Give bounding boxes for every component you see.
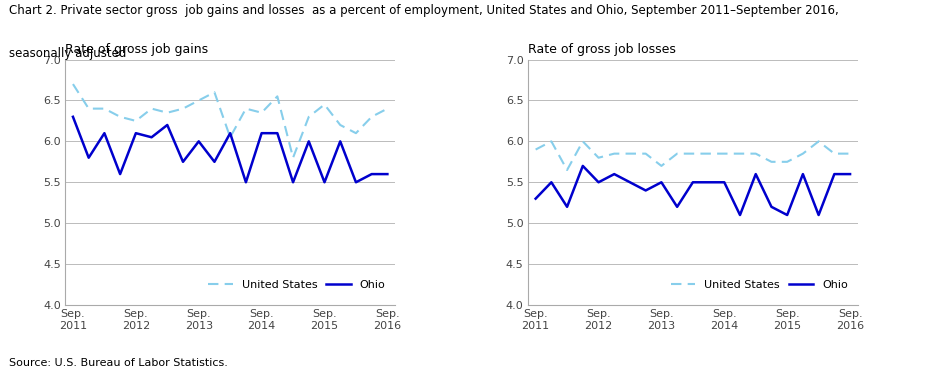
Legend: United States, Ohio: United States, Ohio: [204, 276, 390, 295]
Text: Chart 2. Private sector gross  job gains and losses  as a percent of employment,: Chart 2. Private sector gross job gains …: [9, 4, 839, 17]
Text: Rate of gross job gains: Rate of gross job gains: [65, 42, 208, 55]
Text: Rate of gross job losses: Rate of gross job losses: [528, 42, 676, 55]
Text: Source: U.S. Bureau of Labor Statistics.: Source: U.S. Bureau of Labor Statistics.: [9, 358, 228, 368]
Text: seasonally adjusted: seasonally adjusted: [9, 46, 126, 60]
Legend: United States, Ohio: United States, Ohio: [667, 276, 853, 295]
